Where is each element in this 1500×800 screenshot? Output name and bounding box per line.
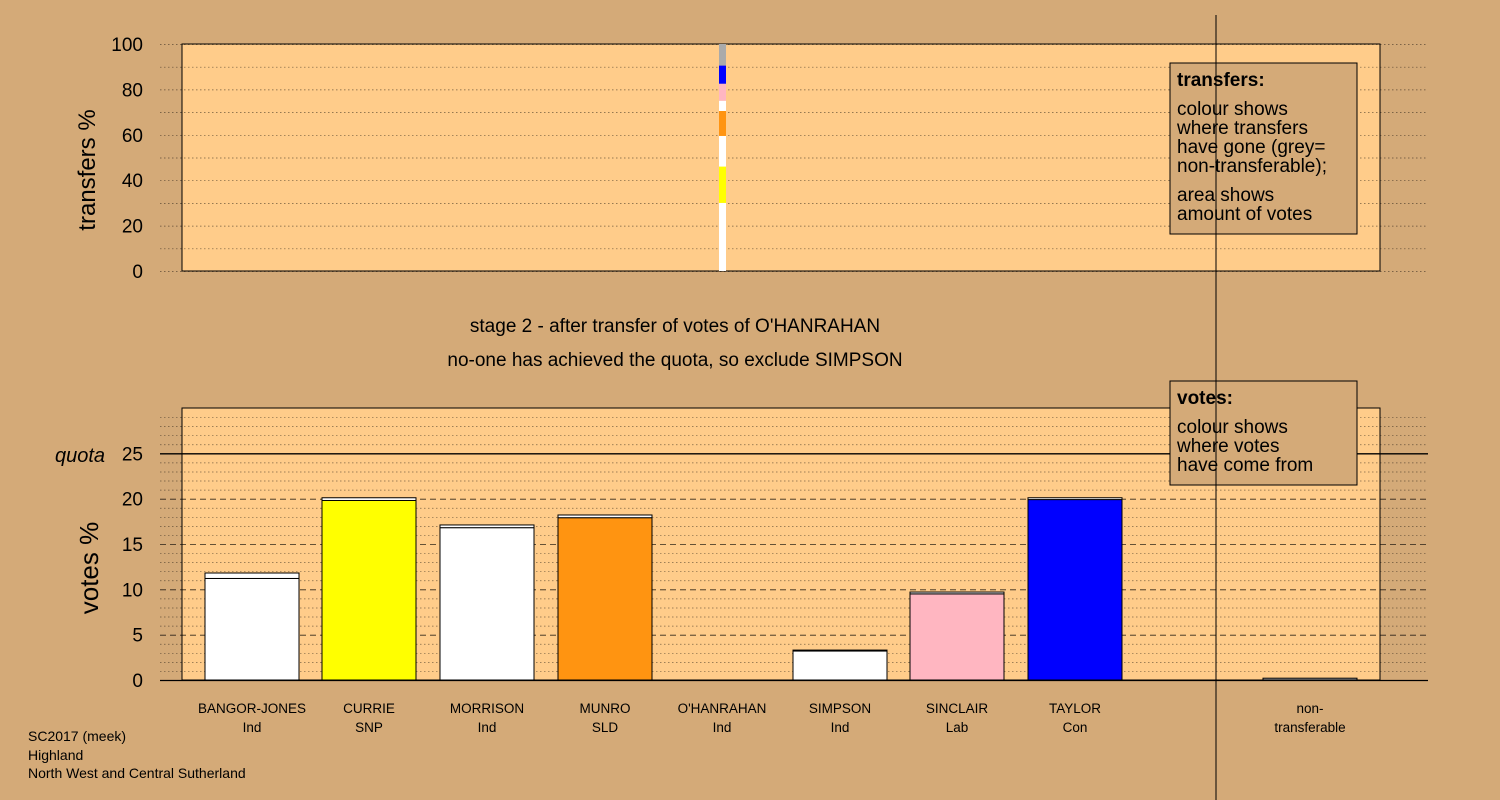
transfers-legend-line: area shows (1177, 185, 1274, 206)
candidate-name: SINCLAIR (926, 701, 989, 716)
vote-bar-transfer (1027, 497, 1123, 501)
tick-label: 25 (122, 444, 143, 465)
transfers-legend-line: amount of votes (1177, 204, 1312, 225)
vote-bar-transfer (321, 497, 417, 501)
vote-bar-first (1027, 499, 1123, 681)
footer: SC2017 (meek) Highland North West and Ce… (28, 727, 246, 783)
nontransferable-bar (1262, 677, 1358, 681)
tick-label: 15 (122, 535, 143, 556)
transfers-bar (719, 44, 726, 271)
tick-label: 10 (122, 580, 143, 601)
candidate-name: SIMPSON (809, 701, 871, 716)
tick-label: 0 (132, 671, 143, 692)
tick-label: 80 (122, 80, 143, 101)
transfers-legend-line: non-transferable); (1177, 156, 1327, 177)
vote-bar-transfer (792, 649, 888, 652)
tick-label: 60 (122, 126, 143, 147)
tick-label: 20 (122, 217, 143, 238)
transfer-segment (719, 100, 726, 111)
transfers-legend-title: transfers: (1177, 70, 1265, 91)
footer-ward: North West and Central Sutherland (28, 765, 246, 781)
candidate-party: Con (1063, 720, 1088, 735)
transfer-segment (719, 44, 726, 66)
vote-bar-transfer (439, 524, 535, 529)
transfers-legend-line: have gone (grey= (1177, 137, 1325, 158)
tick-label: 40 (122, 171, 143, 192)
candidate-party: Ind (831, 720, 850, 735)
candidate-party: Lab (946, 720, 969, 735)
transfers-y-axis-label: transfers % (74, 109, 101, 230)
candidate-party: Ind (243, 720, 262, 735)
transfers-y-axis: 0 20 40 60 80 100 (111, 35, 143, 283)
votes-bars (204, 497, 1358, 681)
nontransferable-label: transferable (1274, 720, 1345, 735)
candidate-name: CURRIE (343, 701, 395, 716)
tick-label: 5 (132, 626, 143, 647)
votes-legend-line: have come from (1177, 455, 1313, 476)
candidate-party: SNP (355, 720, 383, 735)
votes-legend-title: votes: (1177, 388, 1233, 409)
tick-label: 20 (122, 490, 143, 511)
stage-subtitle: no-one has achieved the quota, so exclud… (447, 350, 902, 371)
votes-y-axis: 0 5 10 15 20 25 (122, 444, 143, 692)
vote-bar-first (909, 593, 1005, 681)
transfer-segment (719, 202, 726, 271)
transfer-segment (719, 166, 726, 203)
vote-bar-first (792, 650, 888, 681)
transfers-legend-line: where transfers (1176, 118, 1308, 139)
vote-bar-transfer (557, 514, 653, 519)
nontransferable-label: non- (1296, 701, 1323, 716)
candidate-party: Ind (478, 720, 497, 735)
vote-bar-first (557, 517, 653, 681)
candidate-party: SLD (592, 720, 619, 735)
tick-label: 0 (132, 262, 143, 283)
vote-bar-first (204, 577, 300, 681)
candidate-name: MUNRO (580, 701, 631, 716)
candidate-name: TAYLOR (1049, 701, 1101, 716)
footer-election: SC2017 (meek) (28, 728, 127, 744)
candidate-party: Ind (713, 720, 732, 735)
footer-council: Highland (28, 746, 84, 763)
tick-label: 100 (111, 35, 143, 56)
transfer-segment (719, 65, 726, 84)
candidate-name: BANGOR-JONES (198, 701, 306, 716)
transfer-segment (719, 83, 726, 101)
quota-label: quota (55, 445, 105, 467)
vote-bar-first (321, 499, 417, 681)
transfer-segment (719, 110, 726, 136)
votes-x-axis: BANGOR-JONES Ind CURRIE SNP MORRISON Ind MUNRO… (198, 701, 1346, 735)
vote-bar-transfer (909, 591, 1005, 595)
candidate-name: MORRISON (450, 701, 524, 716)
stage-title: stage 2 - after transfer of votes of O'H… (470, 316, 880, 337)
transfers-legend: transfers: colour shows where transfers … (1169, 62, 1358, 235)
transfers-legend-line: colour shows (1177, 99, 1288, 120)
vote-bar-transfer (204, 572, 300, 579)
transfer-segment (719, 135, 726, 167)
votes-legend-line: colour shows (1177, 417, 1288, 438)
votes-y-axis-label: votes % (74, 522, 104, 615)
votes-legend-line: where votes (1176, 436, 1279, 457)
candidate-name: O'HANRAHAN (678, 701, 767, 716)
vote-bar-first (439, 527, 535, 681)
votes-legend: votes: colour shows where votes have com… (1169, 380, 1358, 486)
